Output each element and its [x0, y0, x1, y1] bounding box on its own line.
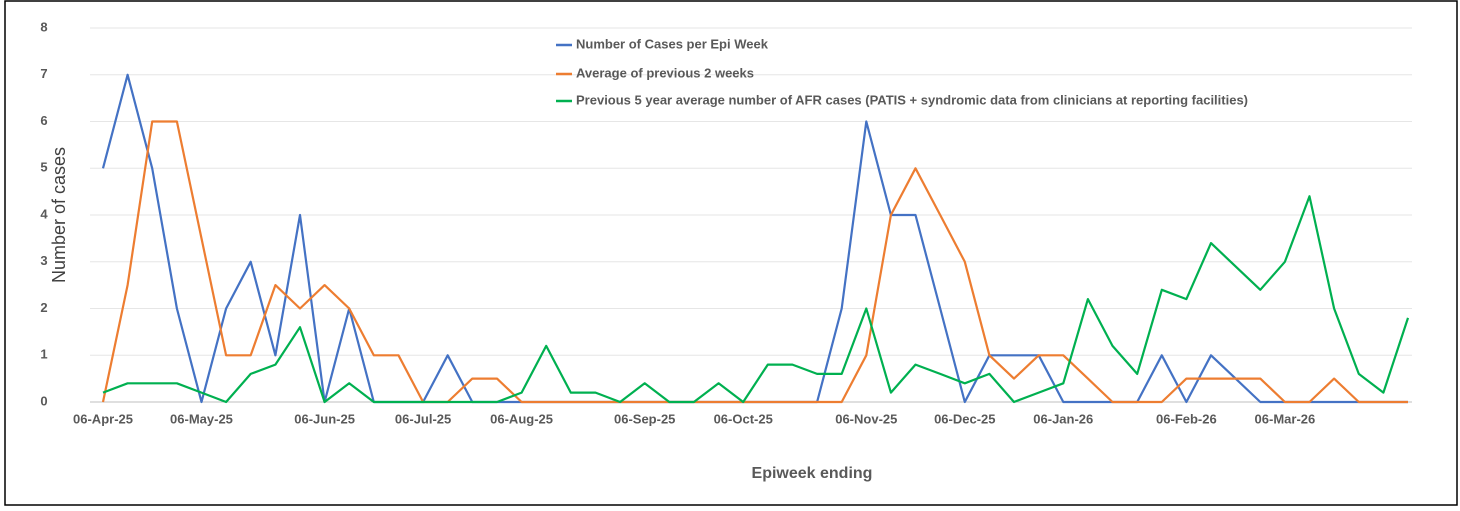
x-tick-label: 06-Sep-25 [614, 411, 675, 426]
x-tick-label: 06-Feb-26 [1156, 411, 1217, 426]
y-tick-label: 1 [40, 347, 47, 362]
x-tick-label: 06-May-25 [170, 411, 233, 426]
y-tick-label: 5 [40, 160, 47, 175]
x-axis-title: Epiweek ending [752, 465, 873, 482]
legend-label: Previous 5 year average number of AFR ca… [576, 92, 1248, 107]
x-tick-label: 06-Mar-26 [1255, 411, 1316, 426]
y-tick-label: 3 [40, 253, 47, 268]
series-line [102, 195, 1410, 404]
y-tick-label: 6 [40, 113, 47, 128]
legend-label: Number of Cases per Epi Week [576, 36, 769, 51]
x-tick-label: 06-Apr-25 [73, 411, 133, 426]
x-tick-label: 06-Aug-25 [490, 411, 553, 426]
y-tick-label: 7 [40, 66, 47, 81]
chart-border [4, 0, 1458, 506]
y-tick-label: 8 [40, 19, 47, 34]
x-tick-label: 06-Jun-25 [294, 411, 355, 426]
y-tick-label: 4 [40, 206, 48, 221]
x-tick-label: 06-Jul-25 [395, 411, 451, 426]
y-tick-label: 2 [40, 300, 47, 315]
series-line [101, 120, 1408, 404]
legend-label: Average of previous 2 weeks [576, 65, 754, 80]
y-axis-title: Number of cases [49, 147, 69, 283]
x-tick-label: 06-Dec-25 [934, 411, 995, 426]
x-tick-label: 06-Jan-26 [1033, 411, 1093, 426]
x-tick-label: 06-Oct-25 [714, 411, 773, 426]
x-tick-label: 06-Nov-25 [835, 411, 897, 426]
y-tick-label: 0 [40, 393, 47, 408]
